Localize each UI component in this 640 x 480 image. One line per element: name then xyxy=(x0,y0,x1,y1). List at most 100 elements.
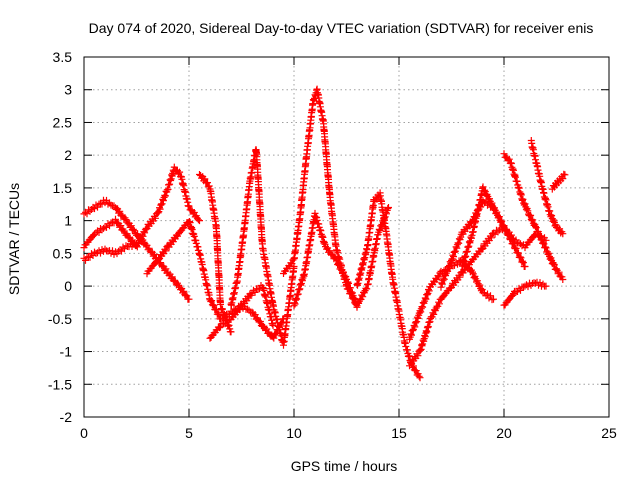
series-track-5 xyxy=(196,171,235,336)
x-tick-label: 0 xyxy=(80,425,88,441)
data-point-marker xyxy=(162,247,170,255)
data-point-marker xyxy=(109,247,116,255)
data-point-marker xyxy=(97,199,104,207)
x-tick-label: 10 xyxy=(286,425,302,441)
y-tick-label: 2.5 xyxy=(53,114,73,130)
data-point-marker xyxy=(227,328,235,336)
data-point-marker xyxy=(423,291,431,299)
data-point-marker xyxy=(435,273,443,281)
data-point-marker xyxy=(504,231,512,239)
data-point-marker xyxy=(536,279,544,287)
data-point-marker xyxy=(513,177,521,185)
chart-title: Day 074 of 2020, Sidereal Day-to-day VTE… xyxy=(89,20,594,36)
plot-frame xyxy=(83,56,610,418)
data-point-marker xyxy=(493,208,501,216)
data-point-marker xyxy=(498,217,506,225)
data-point-marker xyxy=(94,203,101,211)
data-point-marker xyxy=(437,283,445,291)
data-point-marker xyxy=(363,285,371,293)
y-axis-title: SDTVAR / TECUs xyxy=(6,183,22,295)
data-point-marker xyxy=(534,228,542,236)
data-point-marker xyxy=(487,234,495,242)
data-point-marker xyxy=(435,300,443,308)
x-tick-labels: 0 5 10 15 20 25 xyxy=(80,425,617,441)
data-point-marker xyxy=(427,315,434,322)
series-track-3 xyxy=(80,239,140,264)
series-track-17 xyxy=(548,170,569,193)
y-tick-label: -1.5 xyxy=(48,376,72,392)
data-point-marker xyxy=(510,240,518,248)
data-point-marker xyxy=(521,200,529,208)
data-point-marker xyxy=(450,248,458,256)
data-point-marker xyxy=(98,200,106,208)
data-point-marker xyxy=(532,223,539,230)
data-point-marker xyxy=(353,303,361,311)
data-point-marker xyxy=(336,265,344,273)
data-point-marker xyxy=(269,321,277,329)
data-point-marker xyxy=(82,256,89,264)
data-point-marker xyxy=(123,230,131,238)
data-point-marker xyxy=(521,263,529,270)
data-point-marker xyxy=(205,182,213,190)
series-track-19 xyxy=(479,289,497,304)
data-point-marker xyxy=(524,283,532,291)
data-point-marker xyxy=(478,245,486,253)
data-point-marker xyxy=(548,212,556,219)
data-point-marker xyxy=(505,155,513,163)
series-track-14 xyxy=(458,183,529,270)
data-point-marker xyxy=(206,296,214,304)
data-point-marker xyxy=(473,278,480,286)
data-point-marker xyxy=(502,227,510,235)
data-point-marker xyxy=(103,223,110,231)
data-point-marker xyxy=(156,205,164,213)
data-point-marker xyxy=(527,211,535,219)
data-point-marker xyxy=(91,248,98,256)
y-tick-label: 0 xyxy=(64,278,72,294)
data-point-marker xyxy=(384,205,392,212)
data-point-marker xyxy=(288,260,296,268)
data-point-marker xyxy=(550,261,558,269)
data-point-marker xyxy=(244,305,251,313)
data-point-marker xyxy=(484,290,491,298)
data-point-marker xyxy=(217,300,224,308)
data-point-marker xyxy=(278,319,286,327)
data-point-marker xyxy=(476,281,484,289)
x-tick-label: 20 xyxy=(496,425,512,441)
data-point-marker xyxy=(414,352,422,360)
data-point-marker xyxy=(486,197,494,205)
data-point-marker xyxy=(274,327,282,335)
data-point-marker xyxy=(122,242,130,250)
data-point-marker xyxy=(176,168,184,176)
data-point-marker xyxy=(385,204,392,211)
data-point-marker xyxy=(217,323,224,331)
data-point-marker xyxy=(416,374,424,382)
series-track-9 xyxy=(290,204,392,311)
data-point-marker xyxy=(185,202,193,210)
data-point-marker xyxy=(411,319,419,327)
y-tick-label: 1.5 xyxy=(53,180,73,196)
data-point-marker xyxy=(491,206,499,214)
data-point-marker xyxy=(470,274,478,282)
series-track-18 xyxy=(500,278,550,309)
x-tick-label: 15 xyxy=(391,425,407,441)
data-point-marker xyxy=(159,197,167,205)
data-point-marker xyxy=(104,200,112,208)
data-point-marker xyxy=(454,260,461,268)
series-track-11 xyxy=(406,223,508,370)
data-point-marker xyxy=(129,225,137,233)
data-point-marker xyxy=(482,192,490,199)
y-tick-label: 2 xyxy=(64,147,72,163)
data-point-marker xyxy=(519,195,527,203)
data-point-marker xyxy=(519,257,527,265)
data-point-marker xyxy=(221,320,229,328)
data-point-marker xyxy=(344,278,352,286)
data-point-marker xyxy=(276,320,284,328)
series-track-4 xyxy=(143,218,277,329)
x-axis-title: GPS time / hours xyxy=(291,458,398,474)
data-point-marker xyxy=(341,274,349,282)
data-point-marker xyxy=(522,206,530,214)
y-tick-label: 3 xyxy=(64,82,72,98)
data-point-marker xyxy=(555,268,563,276)
y-tick-labels: -2 -1.5 -1 -0.5 0 0.5 1 1.5 2 2.5 3 3.5 xyxy=(48,49,72,425)
